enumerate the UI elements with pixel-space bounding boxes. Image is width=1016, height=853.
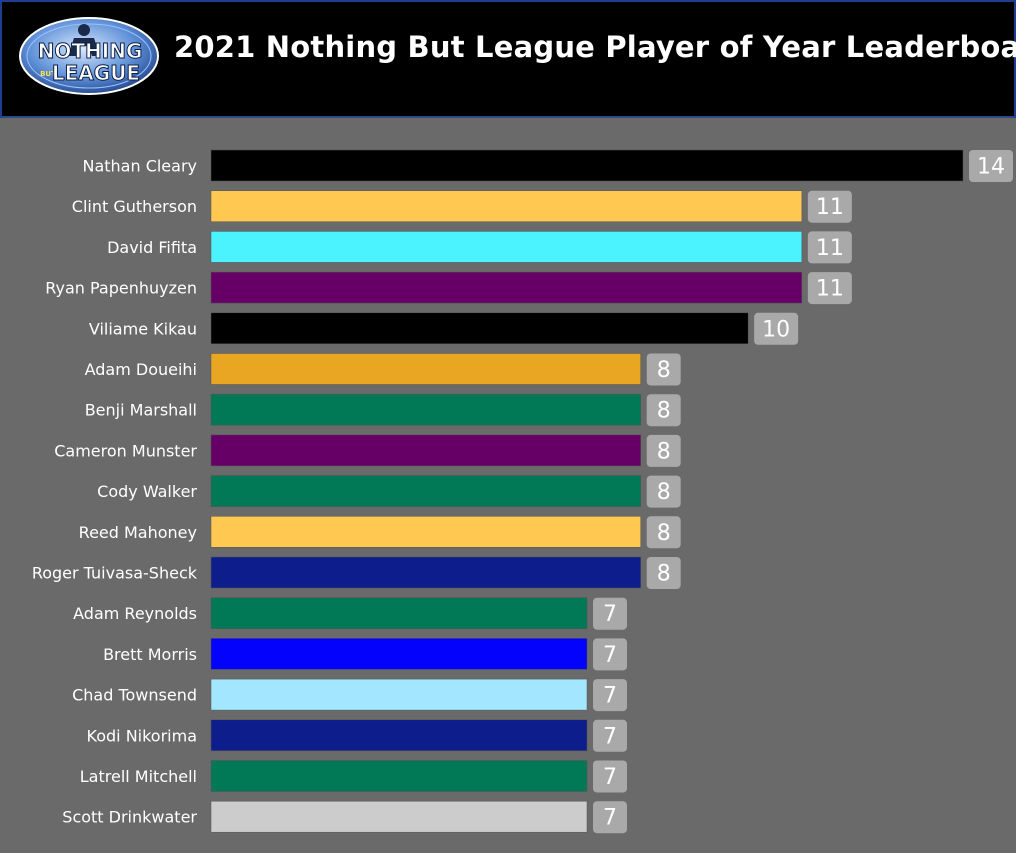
- value-badge: [593, 801, 627, 834]
- bar: [210, 516, 641, 548]
- bar: [210, 149, 964, 182]
- value-label: 7: [603, 684, 617, 709]
- logo-word-mid: BUT: [40, 70, 56, 78]
- value-badge: [646, 353, 681, 386]
- bar: [210, 353, 641, 385]
- value-label: 7: [603, 724, 617, 749]
- category-label: Scott Drinkwater: [62, 808, 197, 827]
- value-badge: [807, 272, 852, 305]
- value-label: 11: [816, 277, 844, 302]
- value-badge: [754, 312, 799, 345]
- logo-word-bottom: LEAGUE: [52, 61, 140, 85]
- value-badge: [593, 719, 627, 752]
- value-badge: [593, 679, 627, 712]
- category-label: Adam Doueihi: [85, 360, 197, 379]
- bar: [210, 638, 588, 670]
- category-label: Nathan Cleary: [82, 157, 197, 176]
- value-label: 11: [816, 195, 844, 220]
- page-title: 2021 Nothing But League Player of Year L…: [174, 30, 1016, 64]
- value-badge: [646, 516, 681, 549]
- bar: [210, 760, 588, 792]
- bar: [210, 475, 641, 507]
- category-label: Kodi Nikorima: [87, 726, 197, 745]
- value-label: 14: [977, 155, 1005, 180]
- value-badge: [646, 394, 681, 427]
- bar: [210, 597, 588, 629]
- value-label: 7: [603, 765, 617, 790]
- value-badge: [969, 150, 1013, 182]
- value-badge: [807, 190, 852, 223]
- category-label: Ryan Papenhuyzen: [45, 279, 197, 298]
- value-label: 11: [816, 236, 844, 261]
- bar: [210, 271, 803, 304]
- value-badge: [593, 638, 627, 671]
- category-label: Brett Morris: [103, 645, 197, 664]
- value-badge: [593, 760, 627, 793]
- logo-word-top: NOTHING: [38, 39, 143, 63]
- league-logo-graphic: NOTHING BUT LEAGUE: [19, 17, 159, 95]
- bar: [210, 231, 803, 263]
- category-label: Cody Walker: [97, 482, 197, 501]
- leaderboard-bar-chart: Nathan Cleary 14 Clint Gutherson 11 David Fi…: [32, 149, 1013, 834]
- value-label: 8: [657, 439, 671, 464]
- bar: [210, 678, 588, 711]
- league-logo: NOTHING BUT LEAGUE: [18, 16, 160, 100]
- value-badge: [646, 434, 681, 467]
- category-label: Roger Tuivasa-Sheck: [32, 564, 198, 583]
- category-label: Reed Mahoney: [79, 523, 197, 542]
- value-badge: [646, 475, 681, 508]
- bar: [210, 800, 588, 833]
- value-label: 8: [657, 562, 671, 587]
- value-label: 7: [603, 806, 617, 831]
- value-label: 8: [657, 480, 671, 505]
- bar: [210, 556, 641, 589]
- value-label: 7: [603, 602, 617, 627]
- category-label: Benji Marshall: [85, 401, 197, 420]
- bar: [210, 312, 749, 345]
- value-label: 10: [762, 317, 790, 342]
- bar: [210, 719, 588, 752]
- category-label: Clint Gutherson: [72, 197, 197, 216]
- chart-header: NOTHING BUT LEAGUE 2021 Nothing But Leag…: [0, 0, 1016, 118]
- bar: [210, 434, 641, 467]
- category-label: David Fifita: [107, 238, 197, 257]
- value-label: 7: [603, 643, 617, 668]
- value-label: 8: [657, 358, 671, 383]
- bar: [210, 393, 641, 426]
- category-label: Latrell Mitchell: [80, 767, 197, 786]
- value-label: 8: [657, 399, 671, 424]
- category-label: Viliame Kikau: [89, 319, 197, 338]
- value-badge: [807, 231, 852, 264]
- value-badge: [646, 557, 681, 589]
- category-label: Adam Reynolds: [73, 604, 197, 623]
- value-badge: [593, 597, 627, 630]
- value-label: 8: [657, 521, 671, 546]
- bar: [210, 190, 803, 222]
- category-label: Cameron Munster: [54, 441, 197, 460]
- category-label: Chad Townsend: [72, 686, 197, 705]
